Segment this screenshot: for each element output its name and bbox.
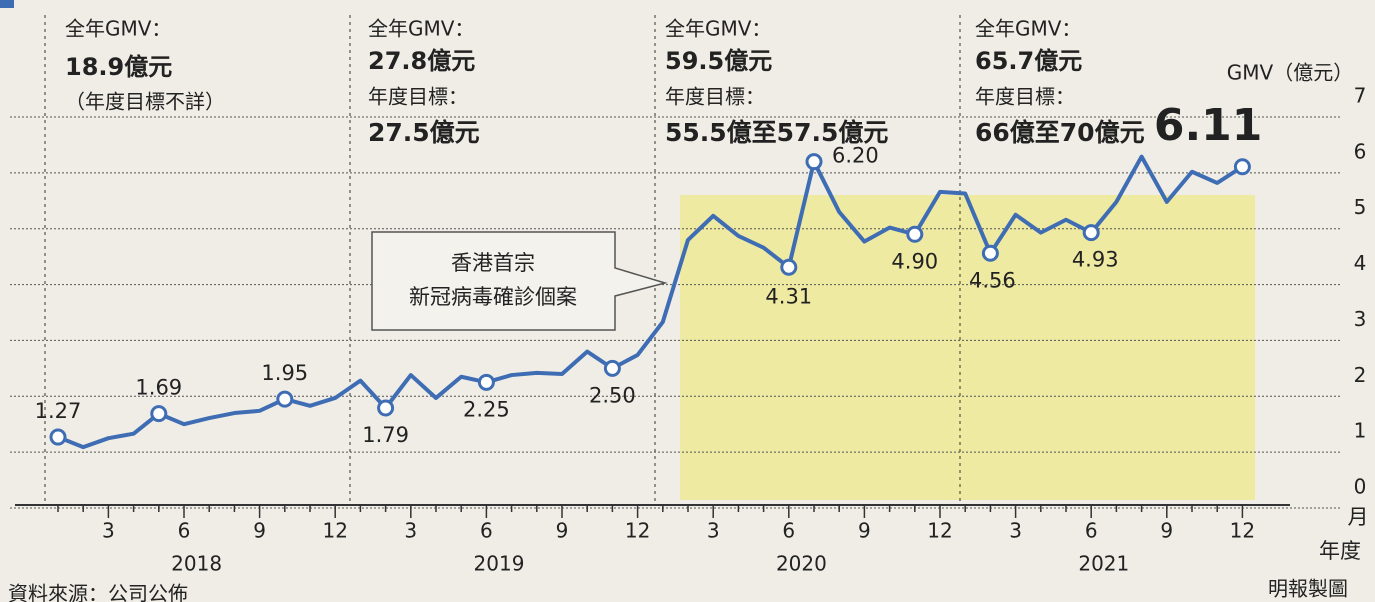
year-label: 2021 [1078, 552, 1129, 576]
annotation-text: 55.5億至57.5億元 [665, 118, 888, 147]
x-unit: 月 [1348, 505, 1369, 529]
year-label: 2018 [171, 552, 222, 576]
x-tick-label: 9 [1160, 519, 1173, 543]
line [57, 154, 1244, 450]
y-tick-label: 3 [1354, 307, 1367, 331]
callout-text: 新冠病毒確診個案 [409, 285, 577, 309]
point [981, 244, 999, 262]
highlight-area [680, 195, 1255, 500]
credit: 明報製圖 [1268, 577, 1348, 601]
annotation-text: 18.9億元 [65, 53, 172, 81]
point [603, 359, 621, 377]
x-tick-label: 12 [322, 519, 347, 543]
point [1233, 158, 1251, 176]
value-label: 6.11 [1154, 100, 1263, 151]
value-label: 2.25 [463, 397, 510, 421]
x-tick-label: 3 [1009, 519, 1022, 543]
annotation-text: 全年GMV： [665, 17, 771, 41]
y-tick-label: 4 [1354, 251, 1367, 275]
point [49, 428, 67, 446]
value-label: 2.50 [589, 383, 636, 407]
value-label: 1.95 [261, 361, 308, 385]
annotation-text: 65.7億元 [975, 47, 1082, 75]
x-tick-label: 12 [1230, 519, 1255, 543]
value-label: 1.79 [362, 423, 409, 447]
value-label: 4.56 [969, 268, 1016, 292]
annotation-text: 年度目標： [975, 85, 1075, 109]
annotation-text: （年度目標不詳） [65, 90, 225, 114]
x-tick-label: 9 [556, 519, 569, 543]
point [377, 399, 395, 417]
value-label: 4.31 [765, 284, 812, 308]
y-tick-label: 0 [1354, 475, 1367, 499]
y-tick-label: 6 [1354, 139, 1367, 163]
annotation-text: 年度目標： [665, 85, 765, 109]
y-tick-label: 7 [1354, 84, 1367, 108]
x-tick-label: 3 [404, 519, 417, 543]
annotation-text: 27.8億元 [368, 47, 475, 75]
x-tick-label: 9 [253, 519, 266, 543]
annotation-text: 59.5億元 [665, 47, 772, 75]
year-unit: 年度 [1319, 539, 1361, 563]
point [276, 390, 294, 408]
point [1082, 224, 1100, 242]
point [780, 258, 798, 276]
callout-box [371, 231, 668, 331]
source: 資料來源：公司公佈 [8, 582, 188, 602]
x-tick-label: 6 [1085, 519, 1098, 543]
x-tick-label: 12 [625, 519, 650, 543]
point [805, 153, 823, 171]
grid [10, 116, 1340, 509]
x-tick-label: 3 [707, 519, 720, 543]
annotation-text: 全年GMV： [975, 17, 1081, 41]
y-axis-label: GMV（億元） [1227, 61, 1353, 85]
value-label: 1.69 [135, 376, 182, 400]
value-label: 6.20 [832, 144, 879, 168]
year-label: 2020 [776, 552, 827, 576]
x-tick-label: 3 [102, 519, 115, 543]
point [477, 373, 495, 391]
y-tick-label: 1 [1354, 419, 1367, 443]
x-tick-label: 6 [178, 519, 191, 543]
callout-text: 香港首宗 [451, 251, 535, 275]
annotation-text: 全年GMV： [65, 17, 171, 41]
y-tick-label: 2 [1354, 363, 1367, 387]
annotation-text: 66億至70億元 [975, 118, 1145, 147]
point [906, 225, 924, 243]
x-tick-label: 12 [927, 519, 952, 543]
annotation-text: 全年GMV： [368, 17, 474, 41]
value-label: 1.27 [35, 399, 82, 423]
x-tick-label: 6 [480, 519, 493, 543]
value-label: 4.93 [1072, 248, 1119, 272]
y-tick-label: 5 [1354, 195, 1367, 219]
annotation-text: 年度目標： [368, 85, 468, 109]
annotation-text: 27.5億元 [368, 118, 480, 147]
x-tick-label: 6 [782, 519, 795, 543]
year-label: 2019 [474, 552, 525, 576]
point [150, 405, 168, 423]
value-label: 4.90 [891, 249, 938, 273]
corner-mark [0, 0, 14, 8]
x-tick-label: 9 [858, 519, 871, 543]
